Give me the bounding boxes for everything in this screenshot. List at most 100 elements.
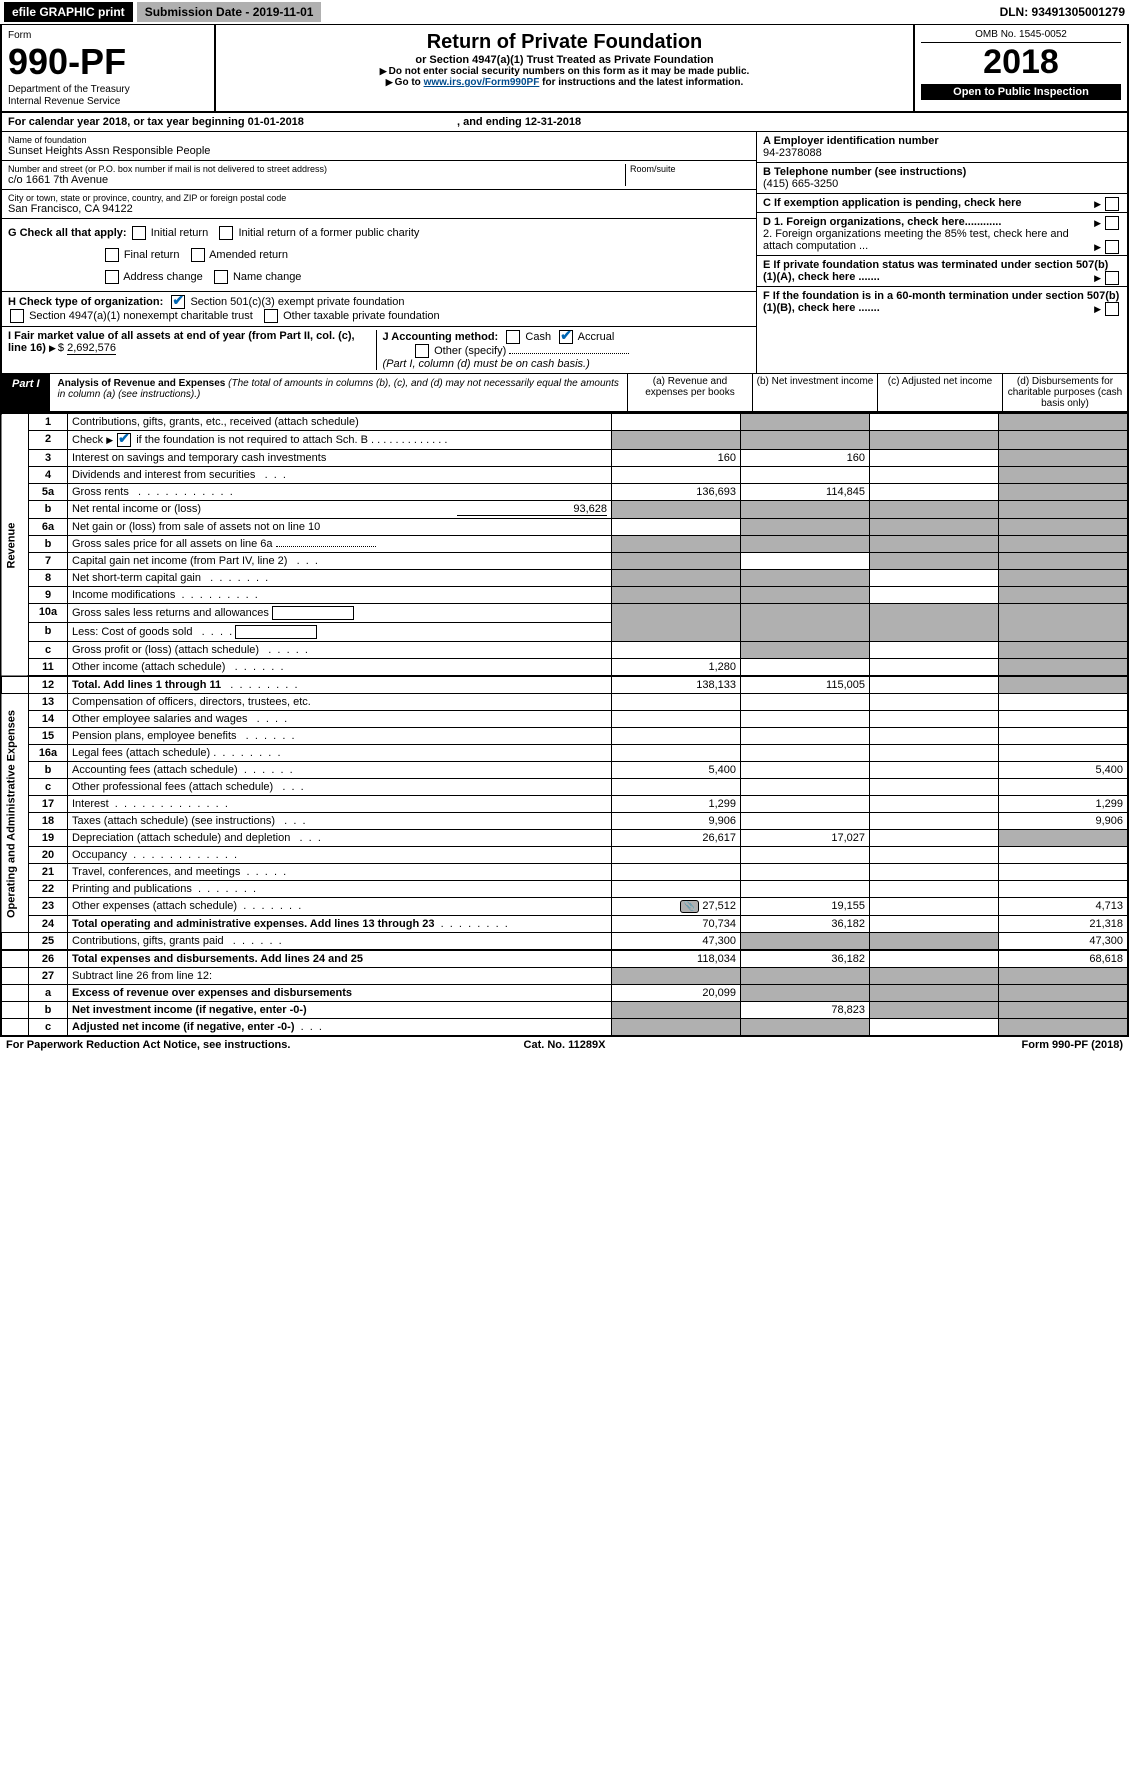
revenue-vertical-label: Revenue	[1, 414, 29, 677]
i-label: I Fair market value of all assets at end…	[8, 330, 355, 354]
foundation-address: c/o 1661 7th Avenue	[8, 174, 108, 186]
cell-b: 114,845	[741, 484, 870, 501]
opt-amended: Amended return	[209, 249, 288, 261]
initial-former-checkbox[interactable]	[219, 226, 233, 240]
4947-checkbox[interactable]	[10, 309, 24, 323]
table-row: 27 Subtract line 26 from line 12:	[1, 968, 1128, 985]
calendar-year-row: For calendar year 2018, or tax year begi…	[0, 113, 1129, 132]
footer-right: Form 990-PF (2018)	[751, 1039, 1123, 1051]
d2-checkbox[interactable]	[1105, 240, 1119, 254]
501c3-checkbox[interactable]	[171, 295, 185, 309]
h-opt2: Section 4947(a)(1) nonexempt charitable …	[29, 310, 253, 322]
schedule-icon[interactable]: 📎	[680, 900, 699, 913]
part1-header: Part I Analysis of Revenue and Expenses …	[0, 373, 1129, 413]
irs-label: Internal Revenue Service	[8, 96, 120, 107]
d1-checkbox[interactable]	[1105, 216, 1119, 230]
row-num: 22	[29, 881, 68, 898]
accrual-checkbox[interactable]	[559, 330, 573, 344]
table-row: b Accounting fees (attach schedule) . . …	[1, 762, 1128, 779]
col-c-header: (c) Adjusted net income	[877, 374, 1002, 411]
cell-a: 26,617	[612, 830, 741, 847]
instructions-link[interactable]: www.irs.gov/Form990PF	[424, 77, 540, 88]
table-row: b Gross sales price for all assets on li…	[1, 536, 1128, 553]
row-num: 21	[29, 864, 68, 881]
e-checkbox[interactable]	[1105, 271, 1119, 285]
cash-checkbox[interactable]	[506, 330, 520, 344]
footer-left: For Paperwork Reduction Act Notice, see …	[6, 1039, 378, 1051]
row-num: 20	[29, 847, 68, 864]
table-row: b Net investment income (if negative, en…	[1, 1002, 1128, 1019]
table-row: 22 Printing and publications . . . . . .…	[1, 881, 1128, 898]
expenses-vertical-label: Operating and Administrative Expenses	[1, 694, 29, 933]
row-desc: Other employee salaries and wages . . . …	[68, 711, 612, 728]
row-desc: Less: Cost of goods sold . . . .	[68, 623, 612, 642]
form-title: Return of Private Foundation	[222, 31, 907, 54]
table-row: 14 Other employee salaries and wages . .…	[1, 711, 1128, 728]
row-num: 7	[29, 553, 68, 570]
row-num: b	[29, 536, 68, 553]
table-row: 5a Gross rents . . . . . . . . . . . 136…	[1, 484, 1128, 501]
dln-label: DLN: 93491305001279	[1000, 5, 1125, 19]
cell-d: 5,400	[999, 762, 1129, 779]
efile-button[interactable]: efile GRAPHIC print	[4, 2, 133, 22]
row-num: c	[29, 642, 68, 659]
table-row: 25 Contributions, gifts, grants paid . .…	[1, 933, 1128, 951]
initial-return-checkbox[interactable]	[132, 226, 146, 240]
inline-value: 93,628	[457, 503, 607, 516]
row-num: 8	[29, 570, 68, 587]
other-method-checkbox[interactable]	[415, 344, 429, 358]
j-label: J Accounting method:	[383, 331, 499, 343]
address-change-checkbox[interactable]	[105, 270, 119, 284]
table-row: 19 Depreciation (attach schedule) and de…	[1, 830, 1128, 847]
row-desc: Net short-term capital gain . . . . . . …	[68, 570, 612, 587]
opt-initial: Initial return	[151, 227, 208, 239]
i-value: 2,692,576	[67, 342, 116, 355]
table-row: 15 Pension plans, employee benefits . . …	[1, 728, 1128, 745]
form-subtitle: or Section 4947(a)(1) Trust Treated as P…	[222, 54, 907, 66]
page-footer: For Paperwork Reduction Act Notice, see …	[0, 1037, 1129, 1053]
row-desc: Gross rents . . . . . . . . . . .	[68, 484, 612, 501]
dept-label: Department of the Treasury	[8, 84, 130, 95]
cell-a: 138,133	[612, 676, 741, 694]
row-num: c	[29, 1019, 68, 1037]
omb-number: OMB No. 1545-0052	[921, 29, 1121, 43]
row-desc: Net gain or (loss) from sale of assets n…	[68, 519, 612, 536]
cell-b: 160	[741, 450, 870, 467]
table-row: 18 Taxes (attach schedule) (see instruct…	[1, 813, 1128, 830]
amended-checkbox[interactable]	[191, 248, 205, 262]
row-num: 24	[29, 916, 68, 933]
row-desc: Gross profit or (loss) (attach schedule)…	[68, 642, 612, 659]
col-a-header: (a) Revenue and expenses per books	[627, 374, 752, 411]
c-label: C If exemption application is pending, c…	[763, 197, 1022, 209]
row-desc: Other income (attach schedule) . . . . .…	[68, 659, 612, 677]
cell-a: 47,300	[612, 933, 741, 951]
row-desc: Subtract line 26 from line 12:	[68, 968, 612, 985]
sch-b-checkbox[interactable]	[117, 433, 131, 447]
cell-a: 1,299	[612, 796, 741, 813]
row-desc: Excess of revenue over expenses and disb…	[68, 985, 612, 1002]
d2-label: 2. Foreign organizations meeting the 85%…	[763, 228, 1069, 252]
table-row: b Net rental income or (loss) 93,628	[1, 501, 1128, 519]
row-desc: Legal fees (attach schedule) . . . . . .…	[68, 745, 612, 762]
foundation-city: San Francisco, CA 94122	[8, 203, 133, 215]
final-return-checkbox[interactable]	[105, 248, 119, 262]
row-desc: Total expenses and disbursements. Add li…	[68, 950, 612, 968]
cell-d: 47,300	[999, 933, 1129, 951]
name-change-checkbox[interactable]	[214, 270, 228, 284]
row-num: 1	[29, 414, 68, 431]
addr-label: Number and street (or P.O. box number if…	[8, 164, 625, 174]
e-label: E If private foundation status was termi…	[763, 259, 1108, 283]
row-num: 13	[29, 694, 68, 711]
row-num: 26	[29, 950, 68, 968]
cell-a: 70,734	[612, 916, 741, 933]
g-label: G Check all that apply:	[8, 227, 127, 239]
cell-b: 17,027	[741, 830, 870, 847]
c-checkbox[interactable]	[1105, 197, 1119, 211]
row-desc: Travel, conferences, and meetings . . . …	[68, 864, 612, 881]
row-desc: Taxes (attach schedule) (see instruction…	[68, 813, 612, 830]
f-checkbox[interactable]	[1105, 302, 1119, 316]
other-taxable-checkbox[interactable]	[264, 309, 278, 323]
row-num: 14	[29, 711, 68, 728]
cell-a: 20,099	[612, 985, 741, 1002]
main-table: Revenue 1 Contributions, gifts, grants, …	[0, 413, 1129, 1037]
